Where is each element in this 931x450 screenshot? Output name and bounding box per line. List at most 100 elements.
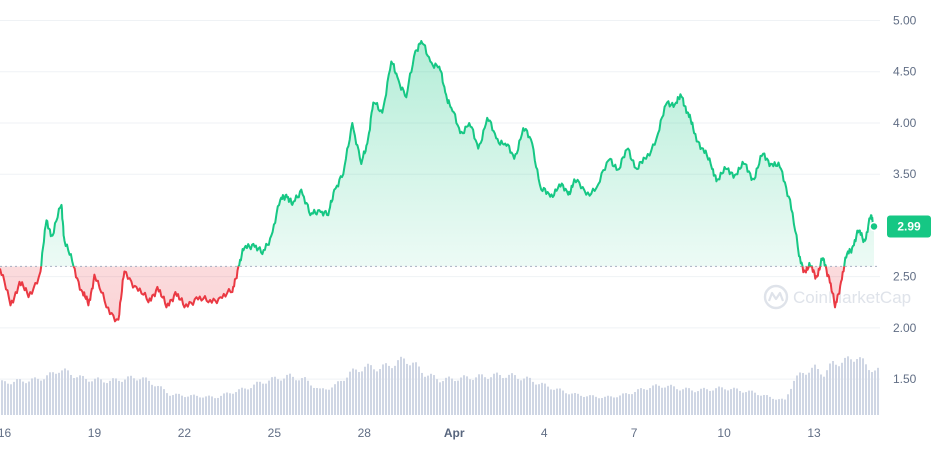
volume-bar [352, 368, 354, 415]
volume-bar [811, 367, 813, 415]
volume-bar [4, 381, 6, 415]
volume-bar [241, 387, 243, 415]
volume-bar [496, 372, 498, 415]
volume-bar [190, 395, 192, 415]
volume-bar [877, 367, 879, 415]
y-tick-label: 2.00 [893, 321, 917, 335]
volume-bar [577, 393, 579, 415]
volume-bar [748, 390, 750, 415]
volume-bar [604, 396, 606, 415]
volume-bar [34, 377, 36, 415]
volume-bar [28, 381, 30, 415]
y-tick-label: 4.00 [893, 116, 917, 130]
volume-bar [316, 388, 318, 415]
volume-bar [697, 391, 699, 415]
x-tick-label: 16 [0, 426, 11, 440]
volume-bar [535, 384, 537, 415]
volume-bar [403, 358, 405, 415]
volume-bar [325, 389, 327, 415]
volume-bar [808, 372, 810, 415]
volume-bar [1, 380, 3, 415]
volume-bar [784, 399, 786, 415]
volume-bar [214, 398, 216, 415]
volume-bar [649, 388, 651, 415]
volume-bar [427, 375, 429, 415]
volume-bar [100, 379, 102, 415]
current-price-badge-bg [887, 215, 931, 238]
volume-bar [583, 396, 585, 415]
volume-bar [643, 389, 645, 415]
volume-bar [337, 381, 339, 415]
volume-bar [277, 379, 279, 415]
volume-bar [49, 372, 51, 415]
volume-bar [346, 377, 348, 415]
volume-bar [466, 376, 468, 415]
volume-bar [250, 388, 252, 415]
volume-bar [691, 390, 693, 415]
volume-bar [532, 381, 534, 415]
volume-bar [340, 380, 342, 415]
price-area-down [0, 266, 874, 322]
volume-bar [328, 389, 330, 415]
volume-bar [550, 389, 552, 415]
volume-bar [475, 377, 477, 415]
volume-bar [487, 379, 489, 415]
current-price-dot [869, 221, 879, 232]
volume-bar [151, 384, 153, 415]
volume-bar [772, 398, 774, 415]
volume-bar [520, 380, 522, 415]
volume-bar [820, 374, 822, 415]
volume-bar [130, 375, 132, 415]
price-area-fill [0, 41, 874, 322]
volume-bar [448, 376, 450, 415]
volume-bar [22, 381, 24, 415]
volume-bar [16, 379, 18, 415]
volume-bar [307, 380, 309, 415]
volume-bar [115, 378, 117, 415]
volume-bar [562, 390, 564, 415]
volume-bar [349, 371, 351, 415]
volume-bar [19, 379, 21, 415]
volume-bar [94, 378, 96, 415]
volume-bar [424, 376, 426, 415]
volume-bar [517, 378, 519, 415]
volume-bar [637, 389, 639, 415]
volume-bar [97, 377, 99, 415]
volume-bar [385, 363, 387, 415]
volume-bar [160, 386, 162, 415]
volume-bar [469, 379, 471, 415]
volume-bar [55, 373, 57, 415]
volume-bar [145, 377, 147, 415]
volume-bar [91, 381, 93, 415]
volume-bar [319, 388, 321, 415]
volume-bar [154, 386, 156, 415]
volume-bar [796, 375, 798, 415]
volume-bar [217, 397, 219, 415]
volume-bar [238, 389, 240, 415]
volume-bar [121, 381, 123, 415]
volume-bar [634, 392, 636, 415]
volume-bar [52, 372, 54, 415]
coinmarketcap-logo-icon [763, 284, 789, 310]
volume-bar [715, 388, 717, 415]
volume-bar [652, 385, 654, 415]
volume-bar [802, 373, 804, 415]
volume-bar [283, 378, 285, 415]
x-tick-label: 10 [717, 426, 731, 440]
volume-bar [727, 390, 729, 415]
volume-bar [127, 376, 129, 415]
volume-bar [109, 380, 111, 415]
volume-bar [31, 378, 33, 415]
volume-bar [298, 380, 300, 415]
volume-bar [640, 388, 642, 415]
volume-bar [472, 380, 474, 415]
volume-bar [751, 390, 753, 415]
y-tick-label: 3.50 [893, 167, 917, 181]
volume-bar [592, 395, 594, 415]
volume-bar [37, 378, 39, 415]
volume-bar [313, 387, 315, 415]
volume-bar [556, 388, 558, 415]
volume-bar [79, 375, 81, 415]
x-tick-label: 22 [178, 426, 192, 440]
